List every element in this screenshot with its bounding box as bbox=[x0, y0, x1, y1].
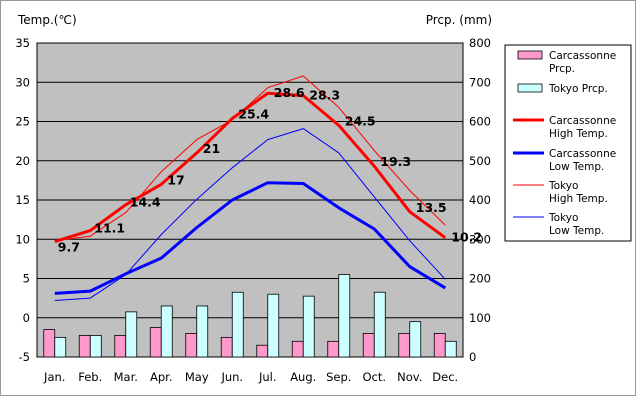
legend-label: Tokyo Prcp. bbox=[548, 83, 608, 95]
bar-tokyo-prcp bbox=[231, 291, 244, 358]
y-right-tick-label: 200 bbox=[469, 272, 491, 286]
x-tick-label: Jan. bbox=[43, 370, 65, 384]
y-right-tick-label: 600 bbox=[469, 115, 491, 129]
legend-label: Carcassonne bbox=[549, 115, 616, 127]
legend-label: Tokyo bbox=[548, 212, 578, 224]
x-tick-label: May bbox=[185, 370, 209, 384]
y-left-tick-label: 30 bbox=[15, 75, 30, 89]
legend-label: Low Temp. bbox=[549, 161, 604, 173]
data-label-high-temp: 25.4 bbox=[238, 106, 269, 121]
bar-carcassonne-prcp bbox=[220, 336, 233, 358]
bar-tokyo-prcp bbox=[196, 305, 209, 358]
data-label-high-temp: 10.2 bbox=[451, 230, 482, 245]
y-left-tick-label: -5 bbox=[19, 350, 30, 364]
line-carcassonne-low-temp bbox=[54, 181, 447, 295]
y-right-tick-label: 500 bbox=[469, 154, 491, 168]
x-tick-label: Nov. bbox=[397, 370, 422, 384]
y-left-tick-label: 5 bbox=[23, 272, 30, 286]
bar-carcassonne-prcp bbox=[327, 340, 340, 358]
data-label-high-temp: 9.7 bbox=[58, 240, 80, 255]
data-label-high-temp: 21 bbox=[203, 141, 220, 156]
y-left-tick-label: 10 bbox=[15, 232, 30, 246]
x-tick-label: Jul. bbox=[258, 370, 277, 384]
bar-tokyo-prcp bbox=[160, 305, 173, 358]
line-tokyo-high-temp bbox=[54, 75, 446, 242]
bar-carcassonne-prcp bbox=[256, 344, 269, 358]
y-left-tick-label: 15 bbox=[15, 193, 30, 207]
bar-carcassonne-prcp bbox=[185, 333, 198, 358]
legend-label: High Temp. bbox=[549, 128, 608, 140]
bar-tokyo-prcp bbox=[373, 291, 386, 358]
data-label-high-temp: 14.4 bbox=[130, 195, 161, 210]
x-tick-label: Apr. bbox=[150, 370, 173, 384]
data-label-high-temp: 28.6 bbox=[274, 85, 305, 100]
data-label-high-temp: 11.1 bbox=[94, 221, 125, 236]
data-label-high-temp: 13.5 bbox=[416, 200, 447, 215]
bar-carcassonne-prcp bbox=[398, 333, 411, 358]
line-tokyo-low-temp bbox=[54, 128, 446, 301]
x-tick-label: Feb. bbox=[78, 370, 102, 384]
legend-swatch bbox=[517, 83, 543, 93]
bar-tokyo-prcp bbox=[89, 335, 102, 358]
legend-label: Prcp. bbox=[549, 63, 575, 75]
bar-tokyo-prcp bbox=[54, 336, 67, 358]
bar-tokyo-prcp bbox=[125, 311, 138, 358]
legend-label: Tokyo bbox=[548, 180, 578, 192]
data-label-high-temp: 17 bbox=[167, 172, 184, 187]
x-tick-label: Aug. bbox=[290, 370, 316, 384]
bar-tokyo-prcp bbox=[267, 293, 280, 358]
y-right-tick-label: 800 bbox=[469, 36, 491, 50]
legend-label: Carcassonne bbox=[549, 50, 616, 62]
y-right-tick-label: 300 bbox=[469, 232, 491, 246]
bar-carcassonne-prcp bbox=[291, 340, 304, 358]
legend-label: High Temp. bbox=[549, 193, 608, 205]
bar-carcassonne-prcp bbox=[362, 333, 375, 358]
y-right-tick-label: 0 bbox=[469, 350, 476, 364]
y-right-tick-label: 700 bbox=[469, 75, 491, 89]
bar-carcassonne-prcp bbox=[433, 333, 446, 358]
legend-label: Carcassonne bbox=[549, 148, 616, 160]
data-label-high-temp: 28.3 bbox=[309, 88, 340, 103]
bar-carcassonne-prcp bbox=[149, 327, 162, 358]
legend-label: Low Temp. bbox=[549, 225, 604, 237]
data-label-high-temp: 24.5 bbox=[345, 113, 376, 128]
y-right-tick-label: 400 bbox=[469, 193, 491, 207]
data-label-high-temp: 19.3 bbox=[380, 154, 411, 169]
y-left-tick-label: 35 bbox=[15, 36, 30, 50]
x-tick-label: Sep. bbox=[326, 370, 351, 384]
bar-carcassonne-prcp bbox=[114, 335, 127, 358]
y-right-tick-label: 100 bbox=[469, 311, 491, 325]
y-left-tick-label: 0 bbox=[23, 311, 30, 325]
bar-carcassonne-prcp bbox=[43, 329, 56, 358]
y-left-axis-title: Temp.(℃) bbox=[17, 13, 77, 27]
x-tick-label: Jun. bbox=[220, 370, 243, 384]
bar-tokyo-prcp bbox=[444, 340, 457, 358]
y-left-tick-label: 20 bbox=[15, 154, 30, 168]
bar-tokyo-prcp bbox=[409, 321, 422, 358]
y-left-tick-label: 25 bbox=[15, 115, 30, 129]
x-tick-label: Oct. bbox=[362, 370, 386, 384]
line-carcassonne-high-temp bbox=[54, 91, 447, 244]
legend-box bbox=[504, 44, 632, 242]
bar-carcassonne-prcp bbox=[78, 335, 91, 358]
bar-tokyo-prcp bbox=[338, 274, 351, 358]
bar-tokyo-prcp bbox=[302, 295, 315, 358]
legend-swatch bbox=[517, 50, 543, 60]
y-right-axis-title: Prcp. (mm) bbox=[426, 13, 492, 27]
x-tick-label: Dec. bbox=[432, 370, 458, 384]
x-tick-label: Mar. bbox=[114, 370, 138, 384]
